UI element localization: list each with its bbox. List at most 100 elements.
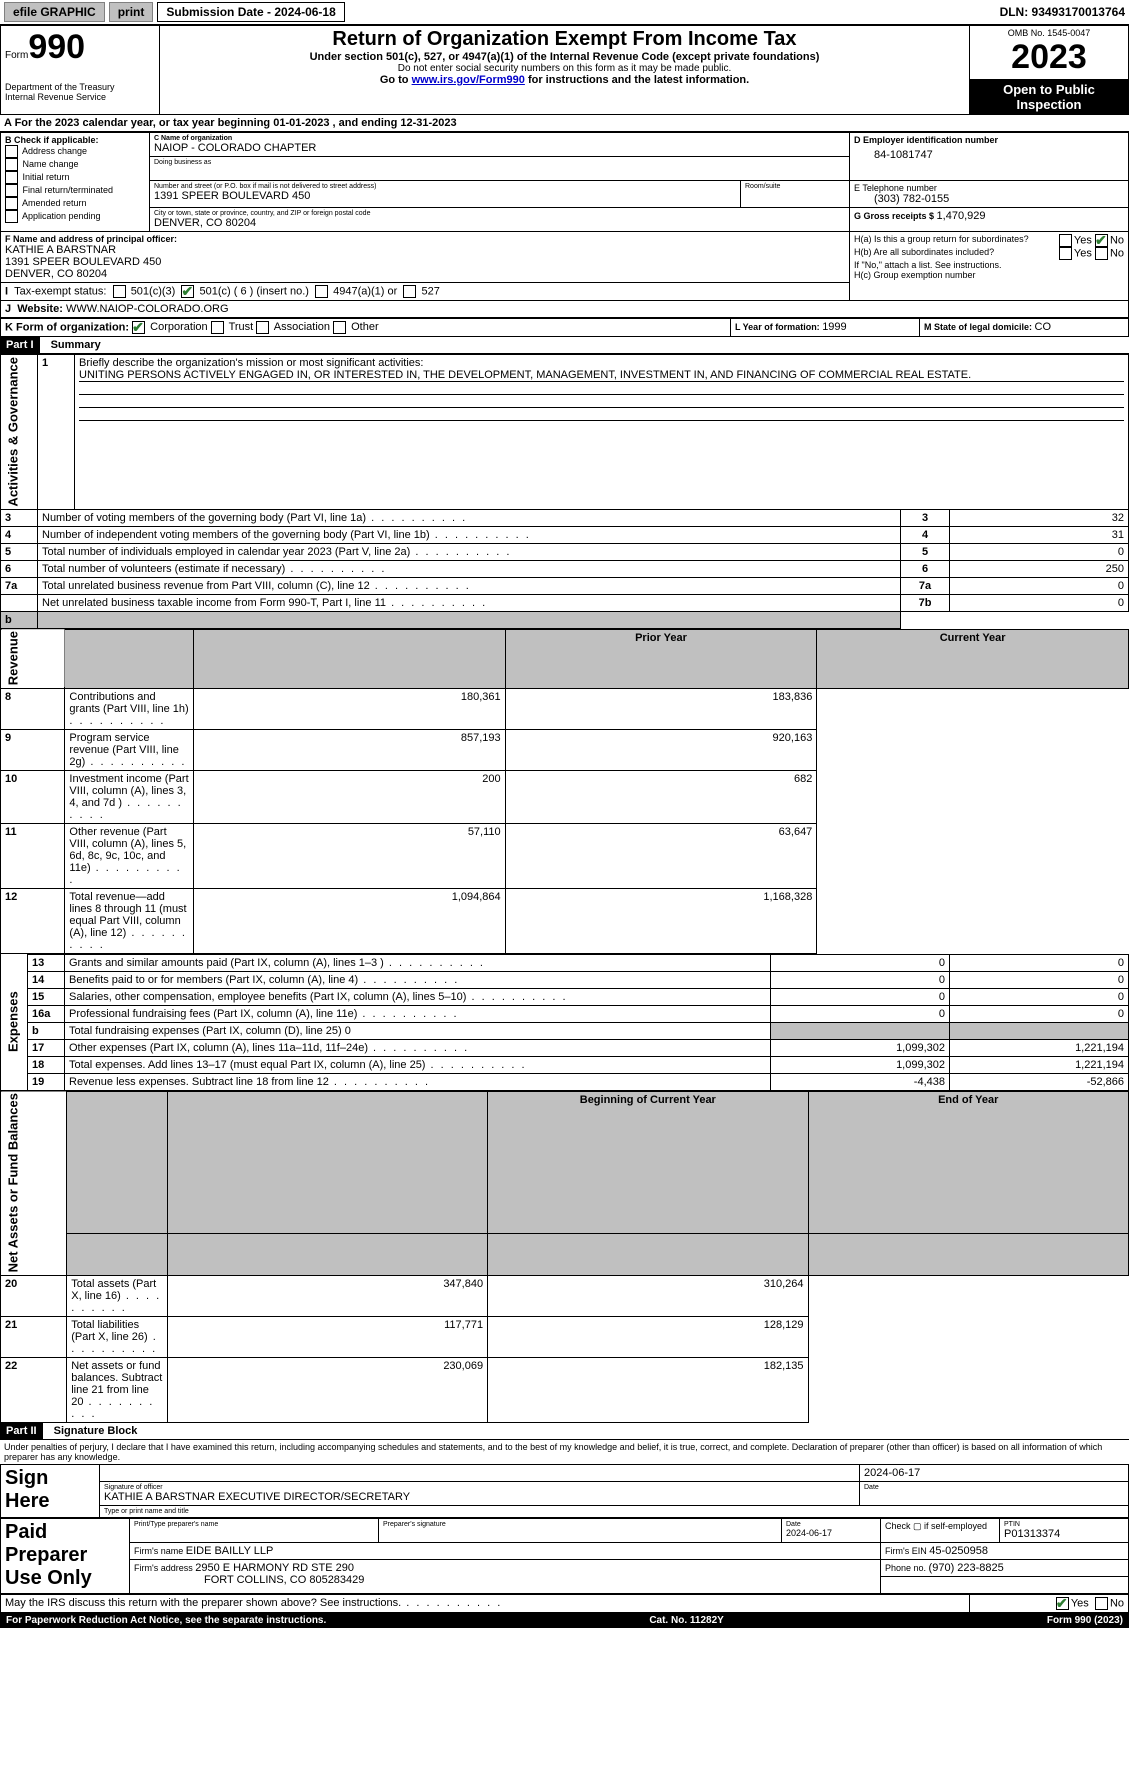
vert-ag: Activities & Governance [1, 355, 38, 510]
print-button[interactable]: print [109, 2, 154, 22]
sig-date: 2024-06-17 [860, 1465, 1129, 1482]
prep-date: 2024-06-17 [786, 1528, 876, 1538]
dln-label: DLN: 93493170013764 [1000, 5, 1125, 19]
firm-addr1: 2950 E HARMONY RD STE 290 [195, 1562, 354, 1574]
page-footer: For Paperwork Reduction Act Notice, see … [0, 1613, 1129, 1628]
part2-header: Part II Signature Block [0, 1423, 1129, 1440]
year-formation: 1999 [822, 321, 846, 333]
e-label: E Telephone number [854, 183, 1124, 193]
col-curr: Current Year [817, 629, 1129, 688]
part1-table: Activities & Governance 1 Briefly descri… [0, 354, 1129, 629]
firm-phone-label: Phone no. [885, 1563, 929, 1573]
firm-ein-label: Firm's EIN [885, 1546, 929, 1556]
mission-text: UNITING PERSONS ACTIVELY ENGAGED IN, OR … [79, 369, 1124, 382]
k-opt-checkbox[interactable] [333, 321, 346, 334]
hb-label: H(b) Are all subordinates included? [854, 247, 1059, 260]
vert-rev: Revenue [1, 629, 65, 688]
sign-here-label: Sign Here [1, 1465, 100, 1518]
tax-year: 2023 [974, 38, 1124, 77]
form-subtitle: Under section 501(c), 527, or 4947(a)(1)… [164, 51, 965, 63]
paid-preparer-label: Paid Preparer Use Only [1, 1519, 130, 1594]
firm-name: EIDE BAILLY LLP [186, 1545, 274, 1557]
b-opt-checkbox[interactable] [5, 145, 18, 158]
self-employed-check: Check ▢ if self-employed [881, 1519, 1000, 1543]
col-boy: Beginning of Current Year [488, 1091, 808, 1233]
street-address: 1391 SPEER BOULEVARD 450 [154, 190, 736, 202]
form-990-number: 990 [28, 28, 85, 66]
city-label: City or town, state or province, country… [154, 210, 845, 217]
hb-no-checkbox[interactable] [1095, 247, 1108, 260]
mission-label: Briefly describe the organization's miss… [79, 357, 423, 369]
open-to-public: Open to Public Inspection [970, 80, 1129, 115]
i-501c3-checkbox[interactable] [113, 285, 126, 298]
c-label: C Name of organization [154, 135, 845, 142]
k-opt-checkbox[interactable] [211, 321, 224, 334]
b-opt-checkbox[interactable] [5, 210, 18, 223]
footer-left: For Paperwork Reduction Act Notice, see … [6, 1615, 326, 1626]
ptin-label: PTIN [1004, 1521, 1124, 1528]
officer-sig-name: KATHIE A BARSTNAR EXECUTIVE DIRECTOR/SEC… [104, 1491, 855, 1503]
discuss-yes-checkbox[interactable] [1056, 1597, 1069, 1610]
b-opt-checkbox[interactable] [5, 184, 18, 197]
ha-label: H(a) Is this a group return for subordin… [854, 234, 1059, 247]
i-527-checkbox[interactable] [403, 285, 416, 298]
b-checkboxes: Address change Name change Initial retur… [5, 145, 145, 223]
discuss-row: May the IRS discuss this return with the… [0, 1594, 1129, 1613]
officer-addr1: 1391 SPEER BOULEVARD 450 [5, 256, 845, 268]
submission-date: Submission Date - 2024-06-18 [157, 2, 344, 22]
hc-label: H(c) Group exemption number [854, 270, 1124, 280]
b-opt-checkbox[interactable] [5, 171, 18, 184]
l-label: L Year of formation: [735, 322, 822, 332]
website: WWW.NAIOP-COLORADO.ORG [66, 303, 229, 315]
footer-mid: Cat. No. 11282Y [649, 1615, 723, 1626]
netassets-table: Net Assets or Fund Balances Beginning of… [0, 1091, 1129, 1423]
phone: (303) 782-0155 [854, 193, 1124, 205]
k-l-m-row: K Form of organization: Corporation Trus… [0, 318, 1129, 337]
hb-yes-checkbox[interactable] [1059, 247, 1072, 260]
line-a: A For the 2023 calendar year, or tax yea… [0, 115, 1129, 132]
k-opt-checkbox[interactable] [256, 321, 269, 334]
paid-preparer-block: Paid Preparer Use Only Print/Type prepar… [0, 1518, 1129, 1594]
i-4947-checkbox[interactable] [315, 285, 328, 298]
addr-label: Number and street (or P.O. box if mail i… [154, 183, 736, 190]
dba-label: Doing business as [154, 159, 845, 166]
j-label: Website: [17, 303, 66, 315]
sig-officer-label: Signature of officer [104, 1484, 855, 1491]
irs-link[interactable]: www.irs.gov/Form990 [412, 74, 525, 86]
i-501c-checkbox[interactable] [181, 285, 194, 298]
d-label: D Employer identification number [854, 135, 1124, 145]
f-label: F Name and address of principal officer: [5, 234, 845, 244]
ein: 84-1081747 [854, 145, 1124, 161]
ha-yes-checkbox[interactable] [1059, 234, 1072, 247]
officer-addr2: DENVER, CO 80204 [5, 268, 845, 280]
prep-date-label: Date [786, 1521, 876, 1528]
type-name-label: Type or print name and title [100, 1506, 1129, 1518]
form-header: Form990 Return of Organization Exempt Fr… [0, 25, 1129, 115]
m-label: M State of legal domicile: [924, 322, 1035, 332]
officer-name: KATHIE A BARSTNAR [5, 244, 845, 256]
dept-treasury: Department of the Treasury [5, 82, 155, 92]
discuss-no-checkbox[interactable] [1095, 1597, 1108, 1610]
ssn-note: Do not enter social security numbers on … [164, 63, 965, 74]
form-title: Return of Organization Exempt From Incom… [164, 28, 965, 51]
efile-button[interactable]: efile GRAPHIC [4, 2, 105, 22]
entity-box: B Check if applicable: Address change Na… [0, 132, 1129, 318]
col-prior: Prior Year [505, 629, 817, 688]
prep-name-label: Print/Type preparer's name [134, 1521, 374, 1528]
top-toolbar: efile GRAPHIC print Submission Date - 20… [0, 0, 1129, 25]
firm-phone: (970) 223-8825 [929, 1562, 1004, 1574]
ha-no-checkbox[interactable] [1095, 234, 1108, 247]
col-eoy: End of Year [808, 1091, 1128, 1233]
signature-block: Sign Here 2024-06-17 Signature of office… [0, 1464, 1129, 1518]
hb-note: If "No," attach a list. See instructions… [854, 260, 1124, 270]
b-opt-checkbox[interactable] [5, 197, 18, 210]
g-label: G Gross receipts $ [854, 211, 937, 221]
state-domicile: CO [1035, 321, 1052, 333]
goto-pre: Go to [380, 74, 412, 86]
form-word: Form [5, 50, 28, 61]
b-opt-checkbox[interactable] [5, 158, 18, 171]
city-state-zip: DENVER, CO 80204 [154, 217, 845, 229]
goto-post: for instructions and the latest informat… [525, 74, 749, 86]
k-opt-checkbox[interactable] [132, 321, 145, 334]
b-label: B Check if applicable: [5, 135, 145, 145]
